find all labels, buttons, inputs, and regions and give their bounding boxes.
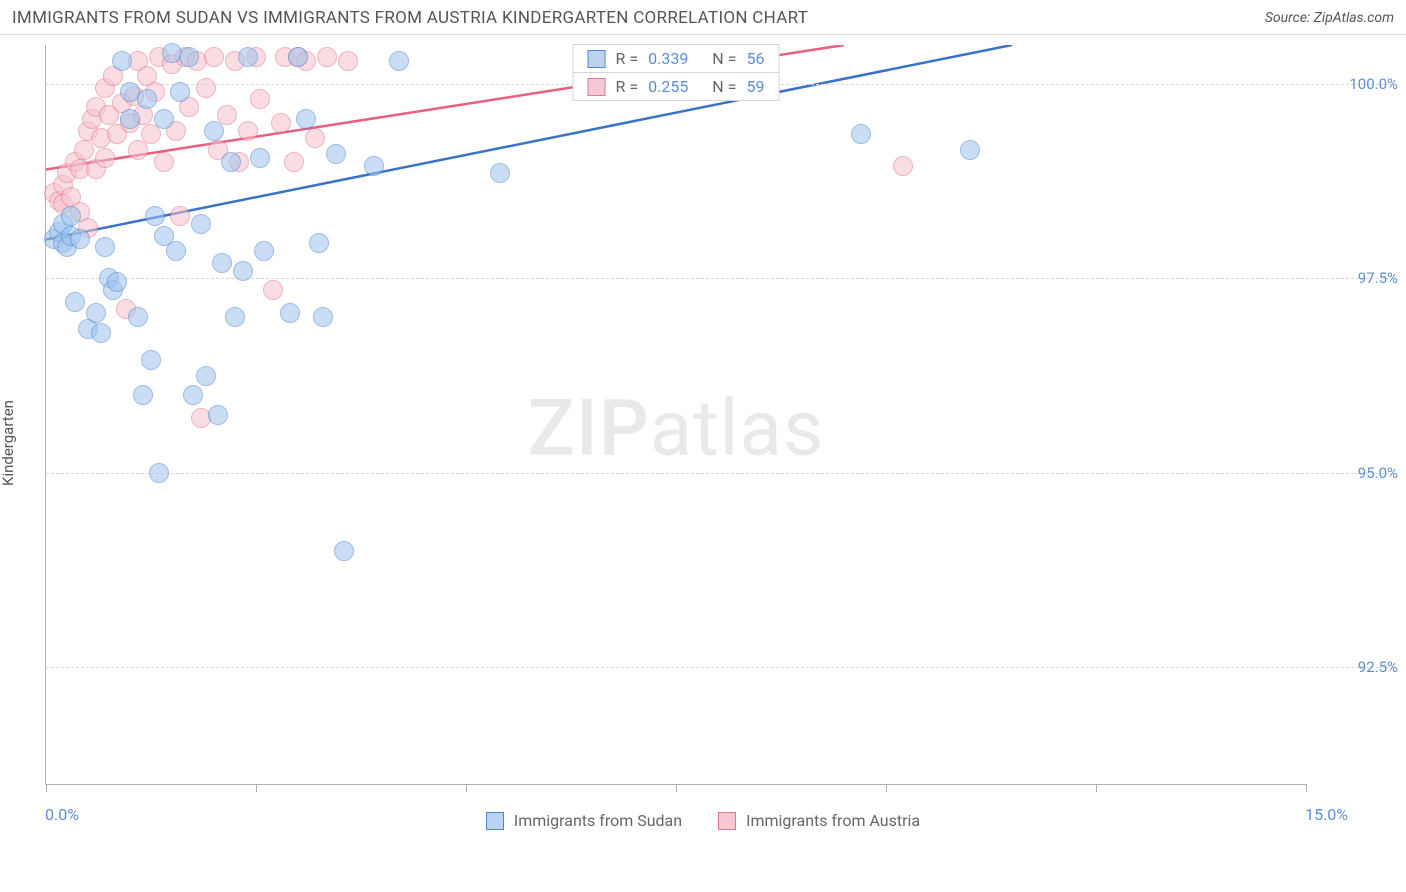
data-point-blue bbox=[86, 303, 106, 323]
data-point-blue bbox=[65, 292, 85, 312]
x-tick bbox=[886, 784, 887, 792]
data-point-blue bbox=[326, 144, 346, 164]
data-point-pink bbox=[204, 47, 224, 67]
data-point-blue bbox=[107, 272, 127, 292]
stats-row-blue: R = 0.339 N = 56 bbox=[573, 44, 780, 73]
swatch-blue bbox=[588, 50, 606, 68]
data-point-pink bbox=[250, 89, 270, 109]
x-tick bbox=[1096, 784, 1097, 792]
data-point-blue bbox=[95, 237, 115, 257]
data-point-blue bbox=[309, 233, 329, 253]
plot-region: ZIPatlas R = 0.339 N = 56 R = 0.255 N = … bbox=[45, 45, 1306, 785]
data-point-blue bbox=[208, 405, 228, 425]
gridline bbox=[46, 473, 1394, 474]
data-point-blue bbox=[288, 47, 308, 67]
data-point-blue bbox=[179, 47, 199, 67]
data-point-blue bbox=[141, 350, 161, 370]
data-point-pink bbox=[317, 47, 337, 67]
data-point-blue bbox=[364, 156, 384, 176]
y-tick-label: 100.0% bbox=[1349, 75, 1398, 93]
data-point-blue bbox=[280, 303, 300, 323]
data-point-pink bbox=[95, 148, 115, 168]
y-tick-label: 92.5% bbox=[1358, 658, 1398, 676]
gridline bbox=[46, 667, 1394, 668]
watermark: ZIPatlas bbox=[528, 384, 825, 475]
chart-source: Source: ZipAtlas.com bbox=[1265, 10, 1394, 26]
data-point-blue bbox=[233, 261, 253, 281]
data-point-blue bbox=[70, 229, 90, 249]
chart-header: IMMIGRANTS FROM SUDAN VS IMMIGRANTS FROM… bbox=[0, 0, 1406, 35]
x-tick bbox=[256, 784, 257, 792]
data-point-blue bbox=[128, 307, 148, 327]
x-tick bbox=[466, 784, 467, 792]
chart-title: IMMIGRANTS FROM SUDAN VS IMMIGRANTS FROM… bbox=[12, 8, 808, 28]
data-point-blue bbox=[851, 124, 871, 144]
data-point-blue bbox=[149, 463, 169, 483]
data-point-blue bbox=[254, 241, 274, 261]
data-point-blue bbox=[191, 214, 211, 234]
data-point-pink bbox=[170, 206, 190, 226]
legend-item-austria: Immigrants from Austria bbox=[718, 811, 920, 830]
data-point-blue bbox=[196, 366, 216, 386]
data-point-pink bbox=[305, 128, 325, 148]
data-point-blue bbox=[133, 385, 153, 405]
data-point-blue bbox=[960, 140, 980, 160]
data-point-pink bbox=[238, 121, 258, 141]
y-tick-label: 97.5% bbox=[1358, 269, 1398, 287]
stats-legend: R = 0.339 N = 56 R = 0.255 N = 59 bbox=[573, 45, 780, 101]
x-tick bbox=[676, 784, 677, 792]
data-point-blue bbox=[313, 307, 333, 327]
data-point-blue bbox=[221, 152, 241, 172]
data-point-blue bbox=[120, 109, 140, 129]
data-point-blue bbox=[166, 241, 186, 261]
data-point-pink bbox=[196, 78, 216, 98]
data-point-blue bbox=[334, 541, 354, 561]
data-point-blue bbox=[250, 148, 270, 168]
chart-area: Kindergarten ZIPatlas R = 0.339 N = 56 R… bbox=[0, 35, 1406, 850]
data-point-blue bbox=[212, 253, 232, 273]
data-point-blue bbox=[91, 323, 111, 343]
data-point-blue bbox=[238, 47, 258, 67]
y-tick-label: 95.0% bbox=[1358, 464, 1398, 482]
data-point-blue bbox=[61, 206, 81, 226]
data-point-pink bbox=[893, 156, 913, 176]
data-point-blue bbox=[490, 163, 510, 183]
data-point-pink bbox=[338, 51, 358, 71]
data-point-blue bbox=[137, 89, 157, 109]
data-point-blue bbox=[183, 385, 203, 405]
x-tick bbox=[1306, 784, 1307, 792]
data-point-blue bbox=[389, 51, 409, 71]
data-point-pink bbox=[154, 152, 174, 172]
data-point-pink bbox=[271, 113, 291, 133]
series-legend: Immigrants from Sudan Immigrants from Au… bbox=[0, 811, 1406, 830]
x-tick bbox=[46, 784, 47, 792]
data-point-blue bbox=[204, 121, 224, 141]
data-point-blue bbox=[154, 109, 174, 129]
data-point-pink bbox=[263, 280, 283, 300]
legend-item-sudan: Immigrants from Sudan bbox=[486, 811, 682, 830]
data-point-blue bbox=[112, 51, 132, 71]
swatch-pink bbox=[588, 78, 606, 96]
y-axis-label: Kindergarten bbox=[0, 400, 17, 486]
swatch-blue bbox=[486, 812, 504, 830]
stats-row-pink: R = 0.255 N = 59 bbox=[573, 72, 780, 101]
data-point-blue bbox=[296, 109, 316, 129]
swatch-pink bbox=[718, 812, 736, 830]
data-point-blue bbox=[170, 82, 190, 102]
data-point-blue bbox=[225, 307, 245, 327]
data-point-pink bbox=[284, 152, 304, 172]
data-point-blue bbox=[145, 206, 165, 226]
